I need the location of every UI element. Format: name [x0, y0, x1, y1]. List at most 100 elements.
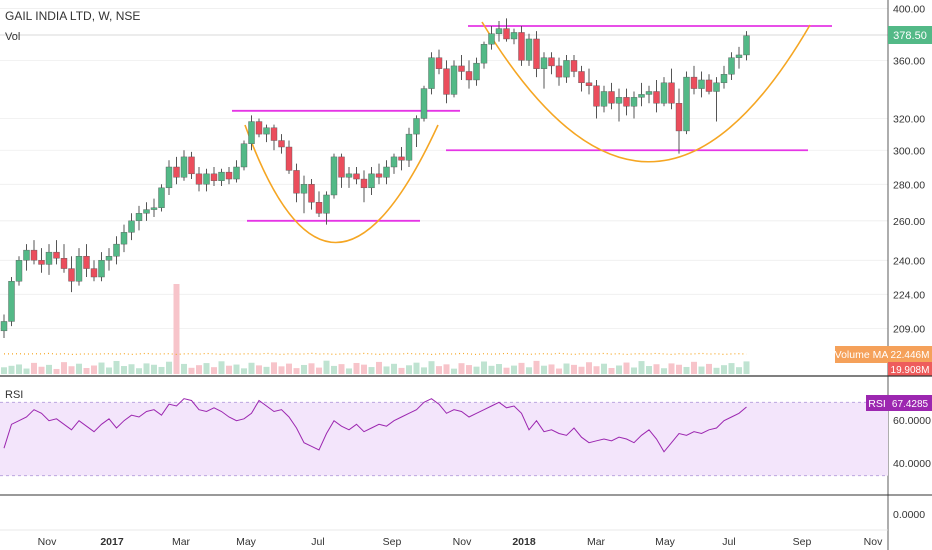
volume-bar	[158, 366, 165, 374]
candle-body	[653, 91, 660, 104]
cup-curve-2	[481, 21, 811, 163]
candle-body	[615, 97, 623, 104]
candle-body	[75, 255, 83, 282]
candle-body	[210, 173, 218, 181]
candle-body	[518, 32, 525, 61]
candle-body	[450, 65, 458, 95]
candle-body	[300, 184, 308, 194]
candle-body	[203, 173, 210, 185]
candle-body	[503, 28, 510, 40]
volume-bar	[623, 362, 630, 374]
candle-body	[563, 60, 570, 78]
candle-body	[608, 91, 615, 104]
volume-bar	[316, 367, 322, 374]
candle-body	[375, 173, 383, 178]
candle-body	[638, 94, 645, 98]
volume-bar	[248, 362, 255, 374]
candle-body	[345, 173, 353, 178]
candle-body	[225, 171, 233, 180]
volume-bar	[263, 366, 270, 374]
volume-bar	[661, 368, 667, 374]
candle-body	[248, 121, 255, 144]
volume-bar	[728, 363, 735, 374]
volume-bar	[83, 368, 90, 374]
candle-body	[398, 156, 405, 161]
volume-bar	[188, 367, 195, 374]
candle-body	[443, 68, 450, 95]
volume-bar	[301, 364, 307, 374]
volume-bar	[113, 360, 120, 374]
candle-body	[173, 166, 180, 178]
candle-body	[555, 65, 563, 78]
volume-bar	[631, 367, 637, 374]
time-tick-labels[interactable]: Nov 2017 Mar May Jul Sep Nov 2018 Mar May Jul Sep No…	[38, 536, 883, 548]
volume-bar	[451, 368, 457, 374]
rsi-line	[3, 398, 747, 453]
price-pane[interactable]	[0, 0, 888, 375]
volume-bar	[173, 284, 180, 374]
price-tick-label: 400.00	[893, 3, 925, 15]
volume-bar	[601, 363, 607, 374]
candle-body	[720, 74, 728, 84]
candle-body	[540, 57, 548, 69]
candle-body	[128, 220, 135, 233]
price-tick-label: 360.00	[893, 55, 925, 67]
volume-bar	[496, 364, 502, 374]
candle-body	[315, 202, 323, 214]
chart-title: GAIL INDIA LTD, W, NSE	[5, 9, 140, 23]
volume-bar	[98, 362, 105, 374]
volume-bar	[443, 364, 450, 374]
candle-body	[135, 213, 143, 222]
volume-bar	[473, 366, 480, 374]
time-tick-label: Mar	[172, 536, 191, 548]
candle-body	[165, 166, 173, 189]
candle-body	[705, 79, 713, 92]
price-tick-labels: 400.00 360.00 320.00 300.00 280.00 260.00 240.…	[893, 3, 925, 335]
volume-bar	[706, 363, 712, 374]
volume-bar	[331, 365, 337, 374]
time-tick-label: 2017	[100, 536, 124, 548]
volume-bar	[166, 361, 172, 374]
volume-bar	[616, 365, 622, 374]
volume-bar	[428, 361, 435, 374]
volume-bar	[413, 362, 420, 374]
candles	[0, 18, 750, 338]
candle-body	[488, 33, 495, 45]
candle-body	[360, 178, 368, 189]
volume-bar	[8, 365, 15, 374]
candle-body	[143, 209, 150, 214]
candle-body	[683, 76, 690, 132]
candle-body	[428, 57, 435, 89]
time-tick-label: Nov	[864, 536, 883, 548]
volume-bar	[466, 365, 472, 374]
volume-bar	[578, 366, 585, 374]
candle-body	[458, 65, 465, 72]
candle-body	[285, 146, 293, 171]
volume-bar	[458, 363, 465, 374]
volume-bar	[121, 366, 127, 374]
volume-bar	[286, 363, 292, 374]
volume-bar	[571, 364, 577, 374]
price-tick-label: 320.00	[893, 113, 925, 125]
volume-bar	[181, 363, 187, 374]
volume-bar	[278, 366, 285, 374]
volume-bar	[1, 367, 7, 374]
volume-bar	[593, 366, 600, 374]
volume-bar	[338, 364, 345, 374]
candle-body	[660, 82, 668, 104]
price-tick-label: 224.00	[893, 289, 925, 301]
candle-body	[578, 71, 585, 84]
volume-bar	[518, 362, 525, 374]
candle-body	[23, 249, 30, 261]
right-axis[interactable]	[888, 0, 932, 550]
candle-body	[368, 173, 375, 189]
candle-body	[525, 38, 533, 61]
volume-bar	[638, 361, 645, 374]
rsi-badge-label	[866, 395, 888, 411]
candle-body	[593, 85, 600, 107]
candle-body	[728, 57, 735, 75]
candle-body	[645, 91, 653, 95]
volume-bar	[698, 366, 705, 374]
rsi-tick-label: 40.0000	[893, 458, 931, 470]
